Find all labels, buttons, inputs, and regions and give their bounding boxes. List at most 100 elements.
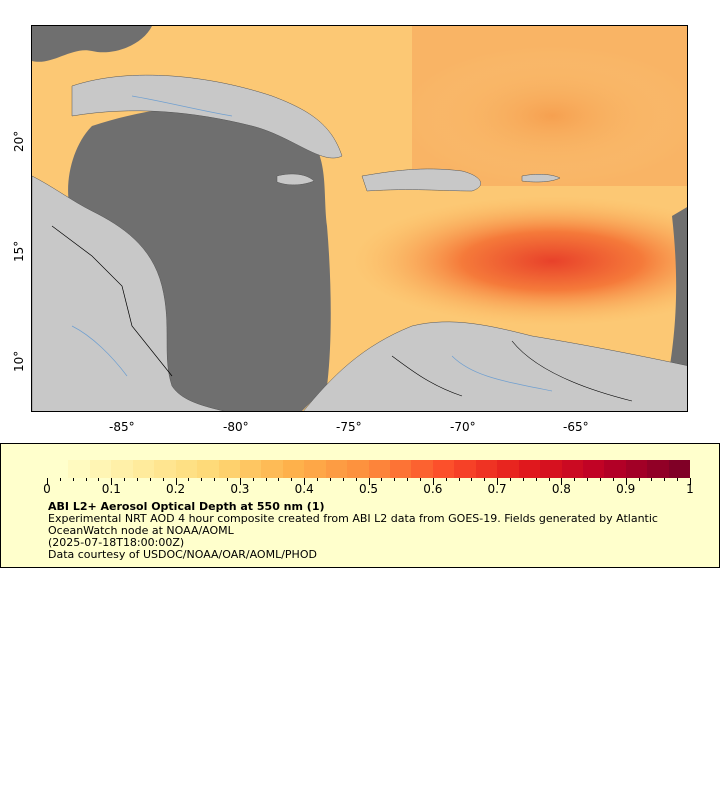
legend-credit: Data courtesy of USDOC/NOAA/OAR/AOML/PHO… bbox=[48, 548, 317, 561]
colorbar-tick bbox=[432, 478, 434, 485]
colorbar-tick bbox=[407, 478, 409, 481]
cloud-mask-north bbox=[32, 26, 152, 62]
colorbar-tick bbox=[149, 478, 151, 481]
colorbar-tick bbox=[214, 478, 216, 481]
colorbar-tick bbox=[368, 478, 370, 485]
legend-timestamp: (2025-07-18T18:00:00Z) bbox=[48, 536, 185, 549]
colorbar-segment bbox=[625, 460, 648, 478]
colorbar-tick bbox=[162, 478, 164, 481]
colorbar-segment bbox=[347, 460, 369, 478]
colorbar-tick bbox=[690, 478, 691, 485]
aod-map bbox=[31, 25, 688, 412]
colorbar-tick bbox=[574, 478, 576, 481]
colorbar-label: 0.8 bbox=[551, 482, 571, 496]
y-tick-label: 15° bbox=[12, 240, 26, 262]
colorbar-tick bbox=[304, 478, 306, 485]
colorbar-label: 0.1 bbox=[101, 482, 121, 496]
colorbar-tick bbox=[625, 478, 627, 485]
colorbar-segment bbox=[111, 460, 133, 478]
colorbar-segment bbox=[432, 460, 455, 478]
colorbar-tick bbox=[72, 478, 74, 481]
colorbar-tick bbox=[471, 478, 473, 481]
y-tick-label: 10° bbox=[12, 350, 26, 372]
aod-map-image bbox=[32, 26, 687, 411]
colorbar-segment bbox=[475, 460, 498, 478]
colorbar-segment bbox=[411, 460, 433, 478]
colorbar-segment bbox=[647, 460, 669, 478]
colorbar-tick bbox=[381, 478, 383, 481]
legend-description: Experimental NRT AOD 4 hour composite cr… bbox=[48, 512, 658, 537]
legend-title: ABI L2+ Aerosol Optical Depth at 550 nm … bbox=[48, 500, 325, 513]
colorbar-segment bbox=[561, 460, 583, 478]
cloud-mask-caribbean bbox=[68, 106, 331, 411]
colorbar-segment bbox=[239, 460, 262, 478]
colorbar-tick bbox=[509, 478, 511, 481]
rivers bbox=[71, 95, 553, 392]
colorbar-tick bbox=[137, 478, 139, 481]
colorbar-label: 0.3 bbox=[230, 482, 250, 496]
colorbar-tick bbox=[677, 478, 679, 481]
country-borders-south bbox=[391, 340, 633, 402]
dust-plume-core bbox=[352, 196, 687, 326]
colorbar-segment bbox=[261, 460, 283, 478]
colorbar-label: 0 bbox=[43, 482, 51, 496]
colorbar-segment bbox=[218, 460, 240, 478]
colorbar-tick bbox=[239, 478, 241, 485]
colorbar-tick bbox=[175, 478, 177, 485]
colorbar-segment bbox=[518, 460, 541, 478]
colorbar-segment bbox=[390, 460, 412, 478]
colorbar-tick bbox=[59, 478, 61, 481]
colorbar-tick bbox=[561, 478, 563, 485]
colorbar-segment bbox=[304, 460, 326, 478]
x-tick-label: -65° bbox=[563, 420, 589, 434]
colorbar-tick bbox=[252, 478, 254, 481]
colorbar-tick bbox=[98, 478, 100, 481]
colorbar-tick bbox=[342, 478, 344, 481]
colorbar-segment bbox=[454, 460, 476, 478]
land-jamaica bbox=[276, 173, 315, 186]
colorbar-tick bbox=[458, 478, 460, 481]
colorbar bbox=[47, 460, 691, 478]
colorbar-tick bbox=[85, 478, 87, 481]
colorbar-segment bbox=[540, 460, 562, 478]
colorbar-tick bbox=[548, 478, 550, 481]
colorbar-label: 0.4 bbox=[294, 482, 314, 496]
colorbar-tick bbox=[484, 478, 486, 481]
colorbar-segment bbox=[604, 460, 626, 478]
colorbar-tick bbox=[201, 478, 203, 481]
colorbar-tick bbox=[599, 478, 601, 481]
colorbar-segment bbox=[47, 460, 69, 478]
colorbar-tick bbox=[355, 478, 357, 481]
colorbar-tick bbox=[111, 478, 113, 485]
colorbar-tick bbox=[394, 478, 396, 481]
colorbar-segment bbox=[175, 460, 198, 478]
land-hispaniola bbox=[361, 168, 481, 192]
colorbar-tick bbox=[445, 478, 447, 481]
colorbar-label: 0.6 bbox=[423, 482, 443, 496]
land-puerto-rico bbox=[521, 174, 561, 183]
colorbar-segment bbox=[582, 460, 605, 478]
colorbar-segment bbox=[197, 460, 219, 478]
colorbar-ticks bbox=[47, 478, 691, 486]
x-tick-label: -80° bbox=[223, 420, 249, 434]
colorbar-segment bbox=[154, 460, 176, 478]
colorbar-segment bbox=[368, 460, 390, 478]
x-tick-label: -70° bbox=[450, 420, 476, 434]
colorbar-segment bbox=[89, 460, 112, 478]
colorbar-tick bbox=[587, 478, 589, 481]
colorbar-tick bbox=[638, 478, 640, 481]
colorbar-tick bbox=[188, 478, 190, 481]
dust-plume-north bbox=[402, 46, 687, 186]
cloud-mask-east bbox=[662, 207, 687, 411]
colorbar-tick bbox=[522, 478, 524, 481]
colorbar-tick bbox=[612, 478, 614, 481]
legend-panel: 0 0.1 0.2 0.3 0.4 0.5 0.6 0.7 0.8 0.9 1 ABI L2+ Ae… bbox=[0, 443, 720, 568]
colorbar-label: 0.9 bbox=[616, 482, 636, 496]
colorbar-tick bbox=[651, 478, 653, 481]
x-tick-label: -75° bbox=[336, 420, 362, 434]
colorbar-tick bbox=[664, 478, 666, 481]
colorbar-tick bbox=[227, 478, 229, 481]
colorbar-tick bbox=[265, 478, 267, 481]
colorbar-tick bbox=[47, 478, 48, 485]
colorbar-tick bbox=[317, 478, 319, 481]
